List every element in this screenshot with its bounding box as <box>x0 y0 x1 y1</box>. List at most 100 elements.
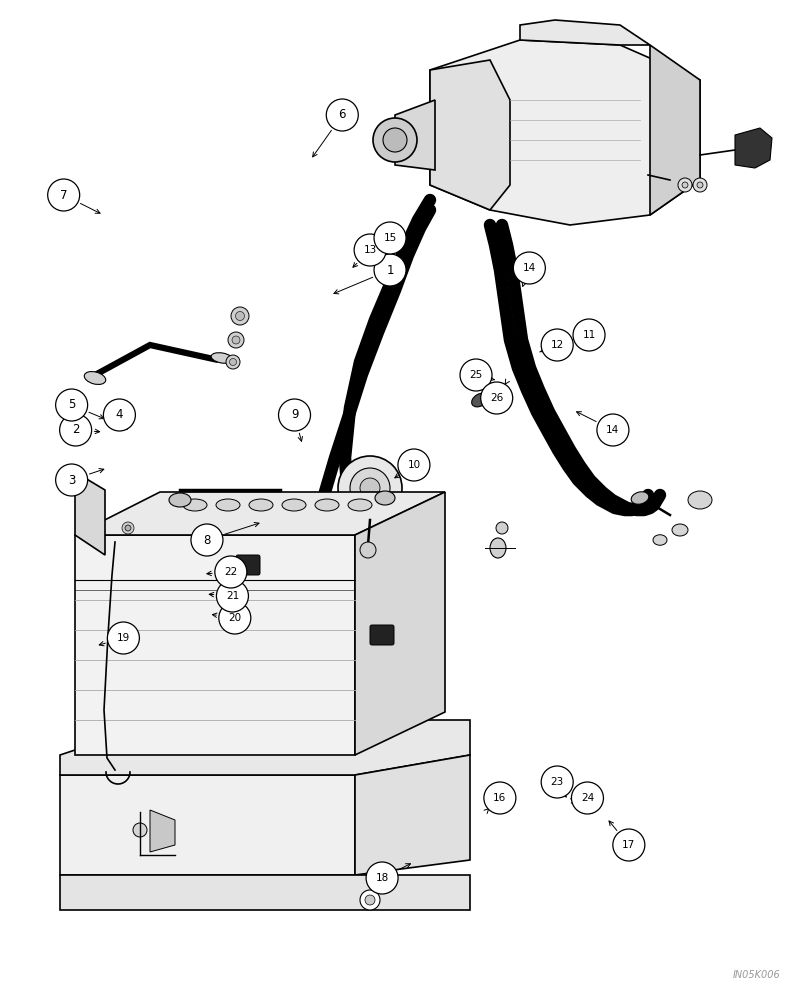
Polygon shape <box>75 535 355 755</box>
Circle shape <box>374 254 406 286</box>
Polygon shape <box>430 60 510 210</box>
Circle shape <box>191 524 223 556</box>
Circle shape <box>541 329 573 361</box>
Text: 14: 14 <box>523 263 536 273</box>
Text: 17: 17 <box>622 840 635 850</box>
FancyBboxPatch shape <box>236 555 260 575</box>
Text: 1: 1 <box>386 263 394 276</box>
Circle shape <box>481 382 513 414</box>
Circle shape <box>228 332 244 348</box>
Circle shape <box>613 829 645 861</box>
Text: 16: 16 <box>494 793 506 803</box>
Circle shape <box>133 823 147 837</box>
Circle shape <box>107 622 139 654</box>
Text: 26: 26 <box>490 393 503 403</box>
Text: 5: 5 <box>68 398 76 412</box>
Circle shape <box>374 222 406 254</box>
Text: 7: 7 <box>60 189 68 202</box>
Polygon shape <box>355 492 445 755</box>
Circle shape <box>236 312 244 320</box>
Circle shape <box>219 602 251 634</box>
Ellipse shape <box>249 499 273 511</box>
Polygon shape <box>75 472 105 555</box>
Polygon shape <box>650 45 700 215</box>
Ellipse shape <box>282 499 306 511</box>
Circle shape <box>366 862 398 894</box>
Circle shape <box>125 525 131 531</box>
Circle shape <box>697 182 703 188</box>
Ellipse shape <box>315 499 339 511</box>
Ellipse shape <box>169 493 191 507</box>
Circle shape <box>279 399 310 431</box>
Text: 24: 24 <box>581 793 594 803</box>
Circle shape <box>226 355 240 369</box>
Circle shape <box>151 823 165 837</box>
Text: 19: 19 <box>117 633 130 643</box>
Ellipse shape <box>672 524 688 536</box>
Text: 22: 22 <box>224 567 237 577</box>
Ellipse shape <box>631 492 649 504</box>
Text: 13: 13 <box>364 245 377 255</box>
Text: 4: 4 <box>115 408 123 422</box>
Polygon shape <box>430 40 700 225</box>
Circle shape <box>48 179 80 211</box>
Polygon shape <box>520 20 650 45</box>
Circle shape <box>122 522 134 534</box>
Circle shape <box>693 178 707 192</box>
Circle shape <box>354 234 386 266</box>
Circle shape <box>365 895 375 905</box>
Text: 15: 15 <box>384 233 396 243</box>
Text: 6: 6 <box>338 108 346 121</box>
Polygon shape <box>60 875 470 910</box>
Ellipse shape <box>490 538 506 558</box>
Circle shape <box>682 182 688 188</box>
Circle shape <box>541 766 573 798</box>
Circle shape <box>597 414 629 446</box>
Text: 8: 8 <box>203 534 211 546</box>
Circle shape <box>229 359 236 365</box>
Circle shape <box>56 464 88 496</box>
Polygon shape <box>395 100 435 170</box>
Text: 20: 20 <box>228 613 241 623</box>
Ellipse shape <box>653 535 667 545</box>
Polygon shape <box>60 775 355 875</box>
Polygon shape <box>150 810 175 852</box>
Polygon shape <box>355 755 470 875</box>
Circle shape <box>217 580 248 612</box>
Circle shape <box>496 522 508 534</box>
Text: 14: 14 <box>607 425 619 435</box>
Circle shape <box>398 449 430 481</box>
Text: 9: 9 <box>291 408 298 422</box>
Circle shape <box>513 252 545 284</box>
Circle shape <box>56 389 88 421</box>
Ellipse shape <box>183 499 207 511</box>
Circle shape <box>573 319 605 351</box>
FancyBboxPatch shape <box>370 625 394 645</box>
Circle shape <box>460 359 492 391</box>
Circle shape <box>60 414 92 446</box>
Ellipse shape <box>211 353 233 363</box>
Ellipse shape <box>84 372 106 384</box>
Ellipse shape <box>348 499 372 511</box>
Circle shape <box>326 99 358 131</box>
Text: 3: 3 <box>68 474 76 487</box>
Circle shape <box>484 782 516 814</box>
Text: 10: 10 <box>408 460 420 470</box>
Text: 18: 18 <box>376 873 388 883</box>
Text: 21: 21 <box>226 591 239 601</box>
Circle shape <box>215 556 247 588</box>
Text: 23: 23 <box>551 777 564 787</box>
Ellipse shape <box>216 499 240 511</box>
Text: 25: 25 <box>470 370 482 380</box>
Circle shape <box>360 890 380 910</box>
Circle shape <box>572 782 603 814</box>
Circle shape <box>373 118 417 162</box>
Circle shape <box>350 468 390 508</box>
Circle shape <box>360 478 380 498</box>
Circle shape <box>360 542 376 558</box>
Ellipse shape <box>472 393 489 407</box>
Circle shape <box>338 456 402 520</box>
Text: 12: 12 <box>551 340 564 350</box>
Text: IN05K006: IN05K006 <box>732 970 780 980</box>
Circle shape <box>232 336 240 344</box>
